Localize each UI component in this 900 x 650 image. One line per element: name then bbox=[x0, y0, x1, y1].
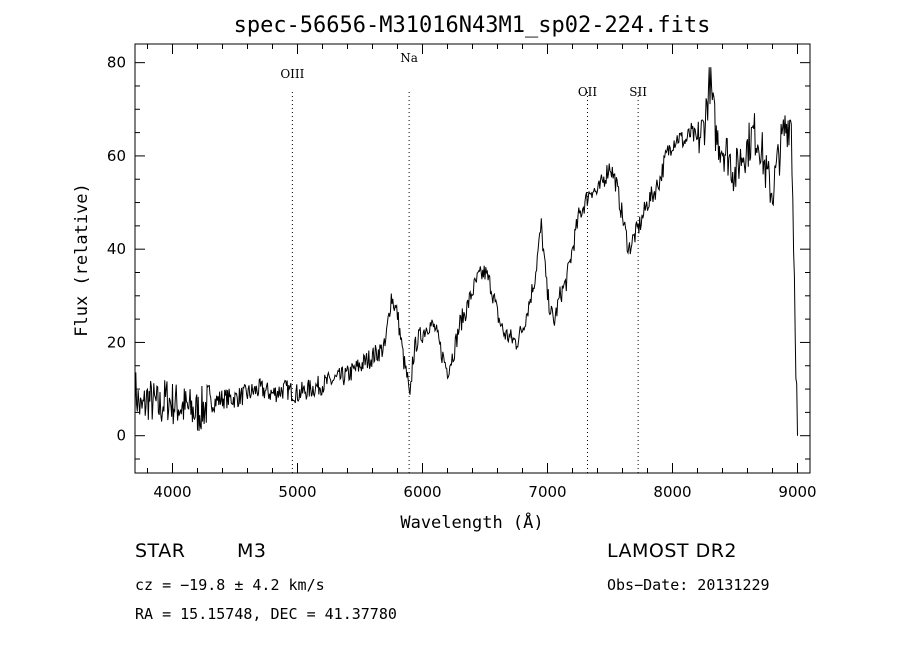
x-tick-label: 6000 bbox=[403, 483, 441, 501]
x-tick-label: 4000 bbox=[153, 483, 191, 501]
spectral-line-label: SII bbox=[629, 85, 647, 99]
coordinates-text: RA = 15.15748, DEC = 41.37780 bbox=[135, 605, 397, 623]
spectral-line-label: OIII bbox=[280, 67, 304, 81]
obs-date-text: Obs−Date: 20131229 bbox=[607, 576, 770, 594]
y-tick-label: 20 bbox=[107, 333, 126, 351]
x-tick-label: 8000 bbox=[653, 483, 691, 501]
survey-label: LAMOST DR2 bbox=[607, 540, 737, 562]
y-tick-label: 60 bbox=[107, 147, 126, 165]
chart-title: spec-56656-M31016N43M1_sp02-224.fits bbox=[234, 13, 711, 38]
spectral-line-label: OII bbox=[578, 85, 598, 99]
y-tick-label: 80 bbox=[107, 54, 126, 72]
redshift-text: cz = −19.8 ± 4.2 km/s bbox=[135, 576, 325, 594]
y-tick-label: 0 bbox=[116, 427, 126, 445]
subclass-label: M3 bbox=[237, 540, 267, 562]
x-tick-label: 5000 bbox=[278, 483, 316, 501]
y-axis-label: Flux (relative) bbox=[72, 183, 92, 337]
plot-frame bbox=[134, 43, 811, 474]
y-tick-label: 40 bbox=[107, 240, 126, 258]
x-tick-label: 7000 bbox=[528, 483, 566, 501]
x-axis-label: Wavelength (Å) bbox=[400, 511, 543, 533]
spectral-line-label: Na bbox=[400, 51, 418, 65]
object-type-label: STAR bbox=[135, 540, 186, 562]
spectrum-line bbox=[134, 67, 798, 436]
x-tick-label: 9000 bbox=[778, 483, 816, 501]
